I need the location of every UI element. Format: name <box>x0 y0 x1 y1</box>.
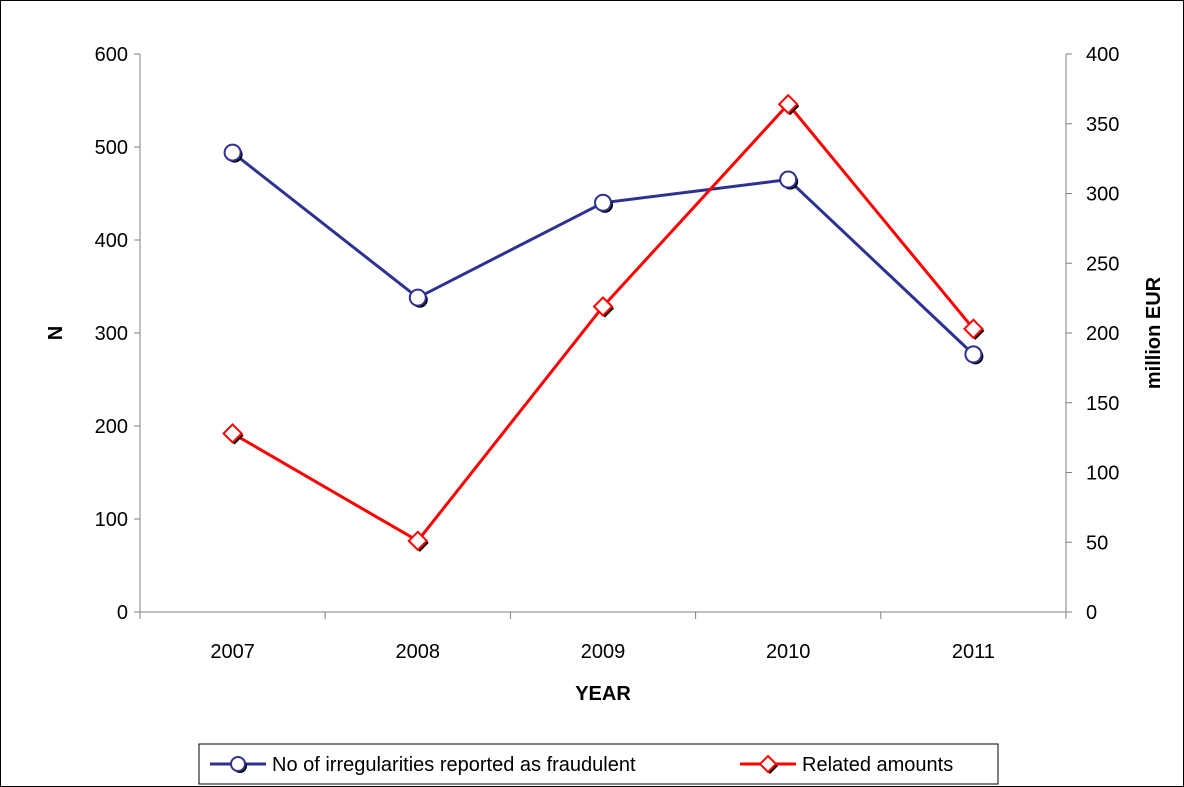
x-axis-title: YEAR <box>575 683 631 705</box>
data-point <box>222 423 244 444</box>
series-2 <box>222 93 985 552</box>
legend-box <box>198 743 999 785</box>
data-point <box>758 754 778 774</box>
right-axis-title: million EUR <box>1143 276 1165 389</box>
left-axis-title: N <box>45 326 67 340</box>
right-tick-label: 100 <box>1086 463 1119 485</box>
legend-item-1: No of irregularities reported as fraudul… <box>210 754 636 776</box>
x-axis-ticks: 2007 2008 2009 2010 2011 <box>139 612 1067 663</box>
left-tick-label: 600 <box>95 44 128 66</box>
data-point <box>230 756 246 772</box>
series-layer <box>222 93 985 552</box>
right-tick-label: 0 <box>1086 602 1097 624</box>
right-tick-label: 300 <box>1086 184 1119 206</box>
data-point <box>223 143 242 162</box>
data-point <box>777 93 799 115</box>
left-tick-label: 0 <box>117 602 128 624</box>
data-point <box>408 288 427 307</box>
legend-label: No of irregularities reported as fraudul… <box>272 754 636 776</box>
right-tick-label: 350 <box>1086 114 1119 136</box>
data-point <box>962 318 984 340</box>
data-point <box>592 296 614 317</box>
right-tick-label: 150 <box>1086 393 1119 415</box>
right-tick-label: 200 <box>1086 323 1119 345</box>
left-tick-label: 100 <box>95 509 128 531</box>
data-point <box>407 530 429 552</box>
legend: No of irregularities reported as fraudul… <box>198 743 999 785</box>
x-tick-label: 2011 <box>952 641 995 663</box>
legend-label: Related amounts <box>802 754 953 776</box>
x-tick-label: 2008 <box>396 641 441 663</box>
x-tick-label: 2010 <box>766 641 811 663</box>
legend-item-2: Related amounts <box>740 754 953 776</box>
right-axis-ticks: 0 50 100 150 200 250 300 350 400 <box>1066 44 1119 624</box>
x-tick-label: 2009 <box>581 641 626 663</box>
right-tick-label: 50 <box>1086 532 1108 554</box>
left-tick-label: 200 <box>95 416 128 438</box>
right-tick-label: 400 <box>1086 44 1119 66</box>
left-tick-label: 400 <box>95 230 128 252</box>
right-tick-label: 250 <box>1086 253 1119 275</box>
data-point <box>779 170 798 189</box>
x-tick-label: 2007 <box>210 641 255 663</box>
left-axis-ticks: 0 100 200 300 400 500 600 <box>95 44 140 624</box>
left-tick-label: 300 <box>95 323 128 345</box>
data-point <box>594 193 612 212</box>
left-tick-label: 500 <box>95 137 128 159</box>
data-point <box>964 345 983 364</box>
series-1 <box>223 143 984 365</box>
